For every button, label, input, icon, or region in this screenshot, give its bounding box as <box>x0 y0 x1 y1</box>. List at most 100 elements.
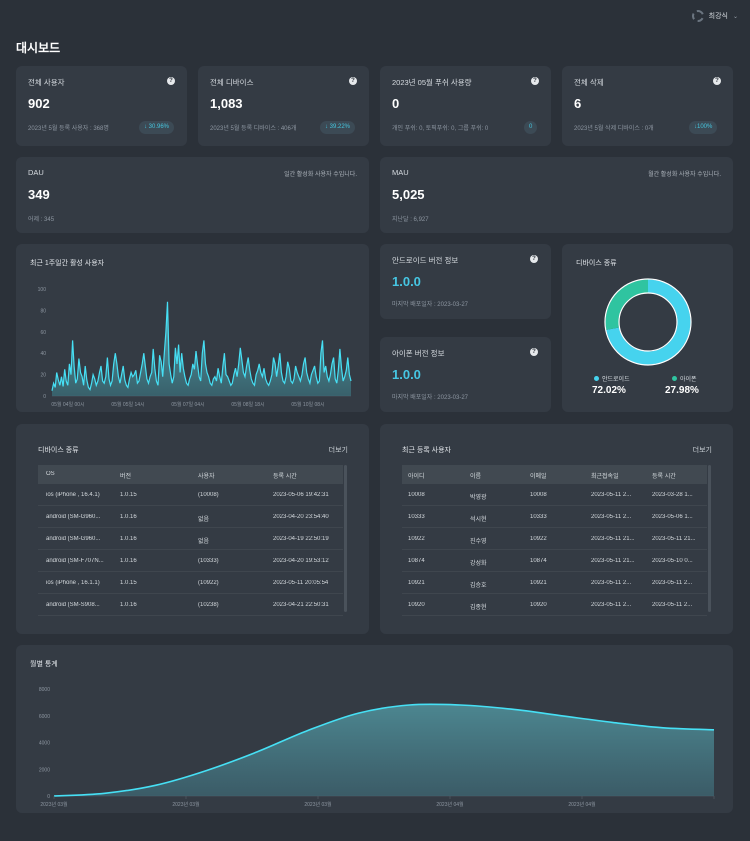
device-type-donut <box>604 278 692 366</box>
device-table-card: 디바이스 종류 더보기 OS 버전 사용자 등록 시간 ios (iPhone … <box>16 424 369 634</box>
x-tick-label: 05월 07일 04시 <box>171 401 204 408</box>
row-divider <box>402 549 707 550</box>
android-version-card: 안드로이드 버전 정보 ? 1.0.0 마지막 배포일자 : 2023-03-2… <box>380 244 551 319</box>
table-cell: 10920 <box>408 602 425 608</box>
kpi-card-total-deleted: 전체 삭제 ? 6 2023년 5월 삭제 디바이스 : 0개 ↓100% <box>562 66 733 146</box>
help-icon[interactable]: ? <box>530 348 538 356</box>
table-cell: 1.0.15 <box>120 580 137 586</box>
ios-version-card: 아이폰 버전 정보 ? 1.0.0 마지막 배포일자 : 2023-03-27 <box>380 337 551 412</box>
series-line <box>51 301 352 391</box>
x-tick-label: 05월 10일 08시 <box>291 401 324 408</box>
table-cell: 2023-05-11 21... <box>652 536 696 542</box>
table-row[interactable]: 10874 강성화 10874 2023-05-11 21... 2023-05-10 … <box>402 550 707 572</box>
table-row[interactable]: 10008 박영광 10008 2023-05-11 2... 2023-03-28 1… <box>402 484 707 506</box>
table-row[interactable]: 10333 석시현 10333 2023-05-11 2... 2023-05-06 1… <box>402 506 707 528</box>
device-table-more-link[interactable]: 더보기 <box>328 447 348 454</box>
user-menu[interactable]: 최강식 ⌄ <box>691 9 738 23</box>
donut-slice-ios[interactable] <box>605 279 649 330</box>
scrollbar[interactable] <box>708 465 711 612</box>
y-tick-label: 100 <box>38 287 47 293</box>
kpi-sub: 2023년 5월 삭제 디바이스 : 0개 <box>574 126 654 132</box>
kpi-card-total-devices: 전체 디바이스 ? 1,083 2023년 5월 등록 디바이스 : 406개 … <box>198 66 369 146</box>
x-tick-label: 2023년 04월 <box>436 801 464 808</box>
dau-note: 일간 활성화 사용자 수입니다. <box>284 172 357 178</box>
row-divider <box>38 571 343 572</box>
x-tick-label: 05월 08일 18시 <box>231 401 264 408</box>
avatar <box>691 10 704 22</box>
table-cell: 10921 <box>530 580 547 586</box>
user-name: 최강식 <box>708 13 728 20</box>
help-icon[interactable]: ? <box>167 77 175 85</box>
scrollbar[interactable] <box>344 465 347 612</box>
help-icon[interactable]: ? <box>530 255 538 263</box>
table-row[interactable]: 10920 김종현 10920 2023-05-11 2... 2023-05-11 2… <box>402 594 707 616</box>
dau-value: 349 <box>28 187 50 202</box>
table-cell: (10922) <box>198 580 219 586</box>
table-row[interactable]: ios (iPhone , 16.4.1) 1.0.15 (10008) 2023-0… <box>38 484 343 506</box>
table-cell: (10238) <box>198 602 219 608</box>
kpi-card-push-usage: 2023년 05월 푸쉬 사용량 ? 0 개인 푸쉬: 0, 토픽푸쉬: 0, … <box>380 66 551 146</box>
help-icon[interactable]: ? <box>349 77 357 85</box>
page-title: 대시보드 <box>16 41 61 55</box>
monthly-chart-title: 월별 통계 <box>30 661 58 668</box>
table-cell: (10333) <box>198 558 219 564</box>
legend-dot-ios <box>672 376 677 381</box>
table-cell: 2023-05-11 2... <box>591 492 632 498</box>
kpi-value: 0 <box>392 96 400 111</box>
legend-dot-android <box>594 376 599 381</box>
table-cell: 10333 <box>530 514 547 520</box>
row-divider <box>402 505 707 506</box>
table-row[interactable]: android (SM-G960... 1.0.16 없음 2023-04-20 23… <box>38 506 343 528</box>
help-icon[interactable]: ? <box>531 77 539 85</box>
weekly-active-users-card: 최근 1주일간 활성 사용자 100 80 60 40 20 0 05월 04일 00시 05… <box>16 244 369 412</box>
kpi-sub: 2023년 5월 등록 디바이스 : 406개 <box>210 126 297 132</box>
table-cell: 10920 <box>530 602 547 608</box>
y-tick-label: 40 <box>40 351 46 357</box>
donut-inner-ring <box>618 292 678 352</box>
dau-title: DAU <box>28 168 44 177</box>
table-cell: 2023-05-11 20:05:54 <box>273 580 329 586</box>
table-row[interactable]: ios (iPhone , 16.1.1) 1.0.15 (10922) 2023-0… <box>38 572 343 594</box>
table-cell: 2023-05-11 21... <box>591 558 635 564</box>
column-header-id[interactable]: 아이디 <box>408 474 425 480</box>
table-row[interactable]: 10921 김승호 10921 2023-05-11 2... 2023-05-11 2… <box>402 572 707 594</box>
table-cell: 10921 <box>408 580 425 586</box>
table-cell: ios (iPhone , 16.1.1) <box>46 580 100 586</box>
table-cell: 10922 <box>408 536 425 542</box>
android-version-title: 안드로이드 버전 정보 <box>392 256 459 265</box>
row-divider <box>402 527 707 528</box>
column-header-registered[interactable]: 등록 시간 <box>652 474 676 480</box>
column-header-registered[interactable]: 등록 시간 <box>273 474 297 480</box>
column-header-email[interactable]: 이메일 <box>530 474 547 480</box>
donut-outer-ring <box>604 278 692 366</box>
recent-users-table: 아이디 이름 이메일 최근접속일 등록 시간 10008 박영광 10008 2023… <box>402 465 711 625</box>
table-row[interactable]: android (SM-S908... 1.0.16 (10238) 2023-04-… <box>38 594 343 616</box>
table-cell: 2023-04-20 19:53:12 <box>273 558 329 564</box>
column-header-os[interactable]: OS <box>46 471 55 477</box>
table-row[interactable]: 10922 진수영 10922 2023-05-11 21... 2023-05-11 … <box>402 528 707 550</box>
y-tick-label: 8000 <box>39 687 50 693</box>
y-tick-label: 0 <box>43 394 46 400</box>
row-divider <box>38 615 343 616</box>
table-cell: 2023-05-11 2... <box>652 580 693 586</box>
column-header-last-login[interactable]: 최근접속일 <box>591 474 619 480</box>
kpi-sub: 개인 푸쉬: 0, 토픽푸쉬: 0, 그룹 푸쉬: 0 <box>392 126 489 132</box>
table-cell: 2023-05-11 21... <box>591 536 635 542</box>
table-header: 아이디 이름 이메일 최근접속일 등록 시간 <box>402 465 707 484</box>
recent-users-more-link[interactable]: 더보기 <box>692 447 712 454</box>
series-area <box>52 301 351 396</box>
table-cell: android (SM-G960... <box>46 536 101 542</box>
help-icon[interactable]: ? <box>713 77 721 85</box>
table-row[interactable]: android (SM-G960... 1.0.16 없음 2023-04-19 22… <box>38 528 343 550</box>
android-version-sub: 마지막 배포일자 : 2023-03-27 <box>392 302 468 308</box>
column-header-name[interactable]: 이름 <box>470 474 482 480</box>
table-row[interactable]: android (SM-F707N... 1.0.16 (10333) 2023-04… <box>38 550 343 572</box>
mau-sub: 지난달 : 6,927 <box>392 217 429 223</box>
column-header-user[interactable]: 사용자 <box>198 474 215 480</box>
donut-slice-android[interactable] <box>606 279 691 365</box>
table-cell: 1.0.16 <box>120 558 137 564</box>
chart-title: 최근 1주일간 활성 사용자 <box>30 260 105 267</box>
table-cell: 2023-05-11 2... <box>591 514 632 520</box>
table-cell: 2023-05-06 1... <box>652 514 693 520</box>
column-header-version[interactable]: 버전 <box>120 474 132 480</box>
